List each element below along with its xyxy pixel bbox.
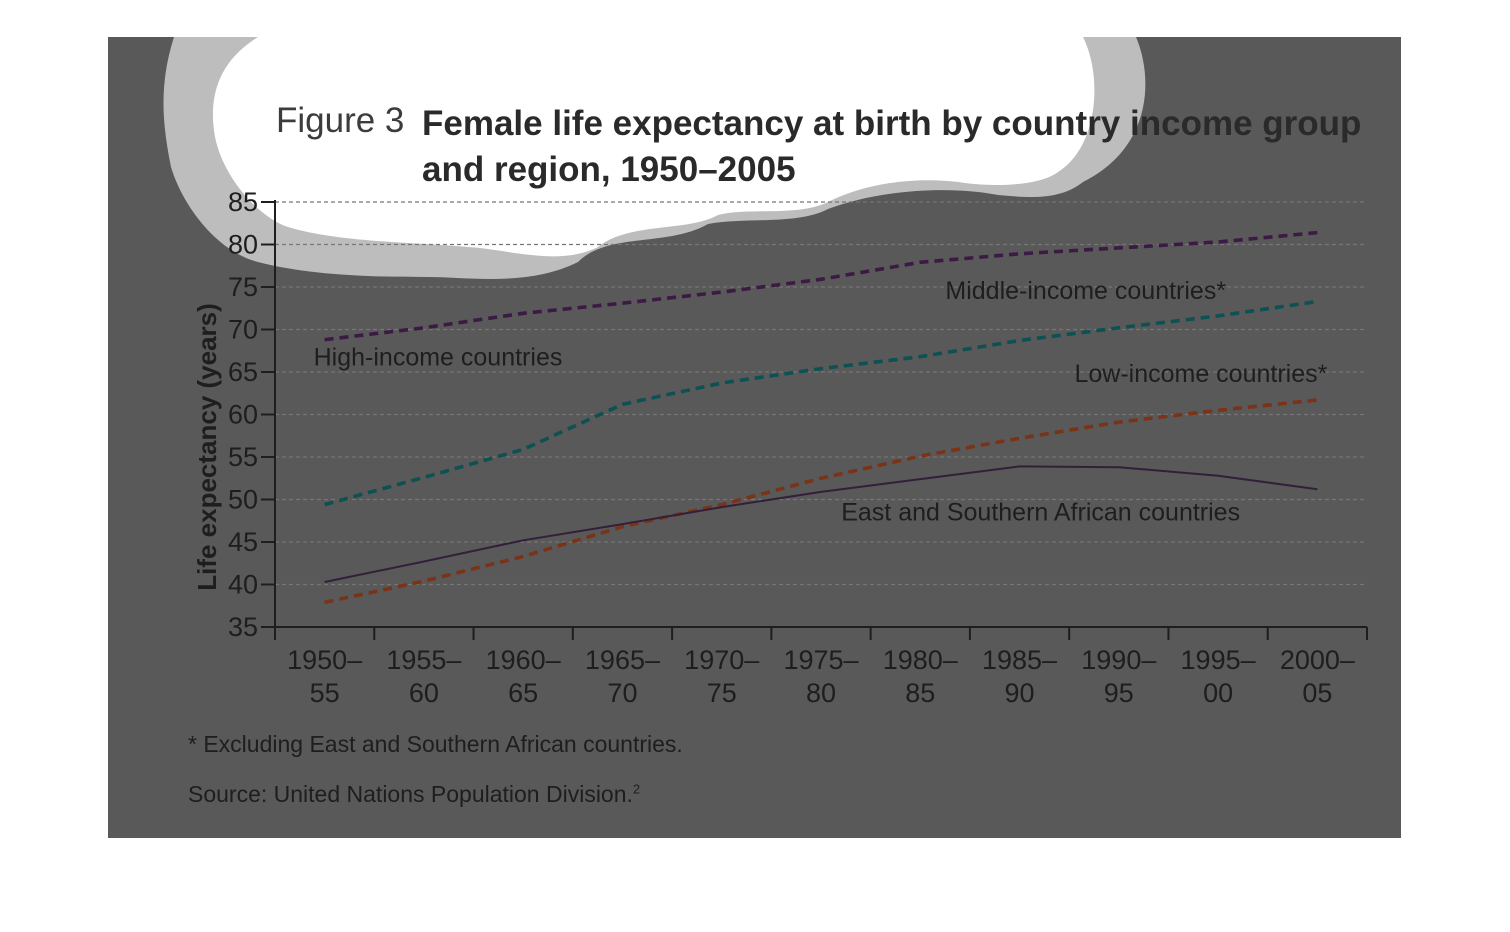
series-labels: High-income countries Middle-income count…: [314, 277, 1328, 527]
gridlines: [275, 201, 1367, 586]
y-tick-label: 40: [228, 570, 258, 600]
x-tick-labels: 1950– 55 1955– 60 1960– 65 1965– 70 1970– 75 1975–…: [287, 645, 1355, 708]
series-line-2: [324, 398, 1318, 605]
y-tick-label: 60: [228, 400, 258, 430]
axes: [261, 200, 1368, 640]
x-tick-label-line: 1990–: [1081, 645, 1156, 675]
y-tick-label: 70: [228, 315, 258, 345]
series-lines: [324, 230, 1318, 605]
x-tick-label: 1970– 75: [684, 645, 759, 708]
x-tick-label-line: 1980–: [883, 645, 958, 675]
x-tick-label: 1950– 55: [287, 645, 362, 708]
x-tick-label-line: 1960–: [486, 645, 561, 675]
x-tick-label-line: 55: [310, 678, 340, 708]
x-tick-label-line: 85: [905, 678, 935, 708]
x-tick-label-line: 1970–: [684, 645, 759, 675]
y-axis-label: Life expectancy (years): [192, 303, 222, 591]
x-tick-label: 1975– 80: [783, 645, 858, 708]
footnote: * Excluding East and Southern African co…: [188, 731, 683, 757]
x-tick-label-line: 1955–: [386, 645, 461, 675]
x-tick-label: 1985– 90: [982, 645, 1057, 708]
figure-panel: 35 40 45 50 55 60 65 70 75 80 85 1950– 55 1955– 60 196…: [108, 37, 1401, 838]
x-tick-label: 1995– 00: [1181, 645, 1256, 708]
x-tick-label: 1955– 60: [386, 645, 461, 708]
series-label-0: High-income countries: [314, 344, 563, 372]
x-tick-label-line: 60: [409, 678, 439, 708]
y-tick-labels: 35 40 45 50 55 60 65 70 75 80 85: [228, 187, 258, 642]
y-tick-label: 65: [228, 357, 258, 387]
series-line-0: [324, 230, 1318, 342]
cloud-overlay: [163, 37, 1146, 279]
x-tick-label-line: 80: [806, 678, 836, 708]
figure-title-line-2: and region, 1950–2005: [422, 150, 796, 189]
figure-title-line-1: Female life expectancy at birth by count…: [422, 104, 1362, 143]
y-tick-label: 45: [228, 527, 258, 557]
x-tick-label-line: 70: [607, 678, 637, 708]
x-tick-label-line: 90: [1005, 678, 1035, 708]
series-label-1: Middle-income countries*: [945, 277, 1226, 305]
series-line-3: [324, 465, 1318, 583]
x-tick-label-line: 75: [707, 678, 737, 708]
y-tick-label: 75: [228, 272, 258, 302]
y-tick-label: 80: [228, 230, 258, 260]
x-tick-label-line: 1950–: [287, 645, 362, 675]
y-tick-label: 35: [228, 612, 258, 642]
x-tick-label: 1965– 70: [585, 645, 660, 708]
x-tick-label-line: 95: [1104, 678, 1134, 708]
y-tick-label: 55: [228, 442, 258, 472]
source-note: Source: United Nations Population Divisi…: [188, 781, 640, 808]
x-tick-label-line: 1965–: [585, 645, 660, 675]
x-tick-label: 1980– 85: [883, 645, 958, 708]
x-tick-label-line: 65: [508, 678, 538, 708]
series-label-2: Low-income countries*: [1074, 360, 1327, 388]
y-tick-label: 85: [228, 187, 258, 217]
x-tick-label: 1990– 95: [1081, 645, 1156, 708]
source-text: Source: United Nations Population Divisi…: [188, 781, 633, 807]
x-tick-label-line: 05: [1302, 678, 1332, 708]
y-tick-label: 50: [228, 485, 258, 515]
x-tick-label-line: 1995–: [1181, 645, 1256, 675]
x-tick-label-line: 2000–: [1280, 645, 1355, 675]
source-superscript: 2: [632, 781, 641, 797]
cloud-shape-inner: [212, 37, 1095, 257]
x-tick-label-line: 1975–: [783, 645, 858, 675]
x-tick-label: 1960– 65: [486, 645, 561, 708]
figure-label: Figure 3: [276, 101, 405, 140]
figure-title: Female life expectancy at birth by count…: [422, 101, 1382, 193]
series-label-3: East and Southern African countries: [841, 499, 1240, 527]
x-tick-label-line: 1985–: [982, 645, 1057, 675]
x-tick-label-line: 00: [1203, 678, 1233, 708]
x-tick-label: 2000– 05: [1280, 645, 1355, 708]
series-line-1: [324, 299, 1318, 507]
